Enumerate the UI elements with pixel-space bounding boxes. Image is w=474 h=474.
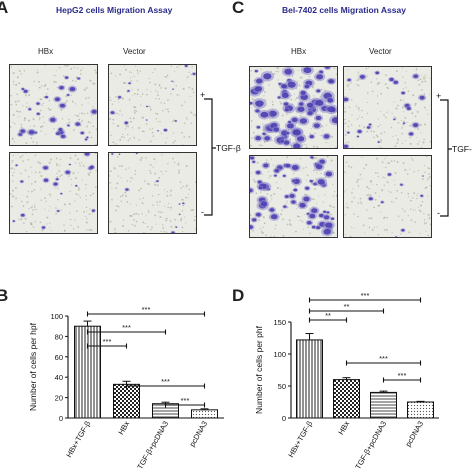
panel-a-treatment-label: TGF-β [216, 143, 241, 153]
panel-a-title: HepG2 cells Migration Assay [56, 5, 173, 15]
micrograph-c-hbx-none [249, 155, 338, 238]
chart-b-significance-label-0: *** [142, 305, 151, 314]
chart-b-significance-label-3: *** [161, 377, 170, 386]
chart-b-bar-1 [113, 383, 140, 419]
chart-d-y-axis-label: Number of cells per phf [254, 325, 264, 414]
panel-a-minus-sign: - [201, 207, 204, 217]
panel-a-bracket [204, 98, 216, 216]
chart-b-category-label-2: TGF-β+pcDNA3 [135, 420, 170, 471]
chart-panel-b: 0 20 40 60 80 100 Number of cells per hpf HBx+T… [28, 305, 224, 471]
chart-d-bar-2 [370, 391, 397, 419]
chart-d-significance-label-3: *** [379, 354, 388, 363]
micrograph-a-vector-none [108, 152, 197, 234]
chart-d-y-tick-label: 0 [282, 414, 286, 423]
chart-d-significance-label-4: *** [398, 371, 407, 380]
micrograph-c-hbx-tgf [249, 66, 338, 149]
panel-letter-c: C [232, 0, 245, 17]
chart-b-significance-label-4: *** [181, 396, 190, 405]
chart-b-bar-3 [191, 409, 218, 419]
chart-d-significance-label-2: ** [325, 311, 331, 320]
chart-d-y-tick-label: 50 [278, 382, 286, 391]
chart-b-y-axis-label: Number of cells per hpf [28, 322, 38, 411]
panel-c-col-vector: Vector [369, 47, 392, 56]
micrograph-a-hbx-none [9, 152, 98, 234]
panel-c-treatment-label: TGF- [452, 144, 472, 154]
micrograph-c-vector-none [343, 155, 432, 238]
chart-b-y-tick-label: 20 [55, 394, 63, 403]
chart-d-bar-3 [407, 401, 434, 419]
chart-d-category-label-0: HBx+TGF-β [286, 419, 314, 459]
chart-b-y-tick-label: 100 [50, 312, 63, 321]
chart-b-category-label-0: HBx+TGF-β [64, 419, 92, 459]
chart-d-category-label-1: HBx [336, 419, 351, 436]
panel-a-col-hbx: HBx [38, 47, 54, 56]
chart-b-y-tick-label: 40 [55, 373, 63, 382]
panel-c-bracket [440, 99, 452, 217]
chart-panel-d: 0 50 100 150 Number of cells per phf HBx+TGF-… [254, 291, 439, 471]
panel-a-plus-sign: + [200, 90, 206, 100]
panel-letter-d: D [232, 286, 245, 305]
chart-b-significance-label-2: *** [103, 337, 112, 346]
micrograph-c-vector-tgf [343, 66, 432, 149]
panel-c-title: Bel-7402 cells Migration Assay [282, 5, 406, 15]
chart-d-bar-1 [333, 379, 360, 419]
chart-d-category-label-2: TGF-β+pcDNA3 [353, 420, 388, 471]
chart-b-y-tick-label: 0 [59, 414, 63, 423]
micrograph-a-hbx-tgf [9, 64, 98, 146]
chart-d-significance-label-0: *** [361, 291, 370, 300]
panel-c-minus-sign: - [437, 208, 440, 218]
panel-a-col-vector: Vector [123, 47, 146, 56]
panel-letter-a: A [0, 0, 9, 17]
chart-b-bar-0 [74, 325, 101, 419]
chart-d-y-tick-label: 100 [273, 350, 286, 359]
chart-b-y-tick-label: 80 [55, 332, 63, 341]
panel-c-plus-sign: + [436, 91, 442, 101]
micrograph-a-vector-tgf [108, 64, 197, 146]
chart-d-y-tick-label: 150 [273, 318, 286, 327]
chart-d-bar-0 [296, 339, 323, 419]
chart-b-category-label-1: HBx [116, 419, 131, 436]
panel-c-col-hbx: HBx [291, 47, 307, 56]
chart-b-significance-label-1: *** [122, 323, 131, 332]
chart-d-significance-label-1: ** [344, 302, 350, 311]
panel-letter-b: B [0, 286, 9, 305]
chart-b-y-tick-label: 60 [55, 353, 63, 362]
chart-b-category-label-3: pcDNA3 [187, 420, 209, 449]
chart-d-category-label-3: pcDNA3 [403, 420, 425, 449]
